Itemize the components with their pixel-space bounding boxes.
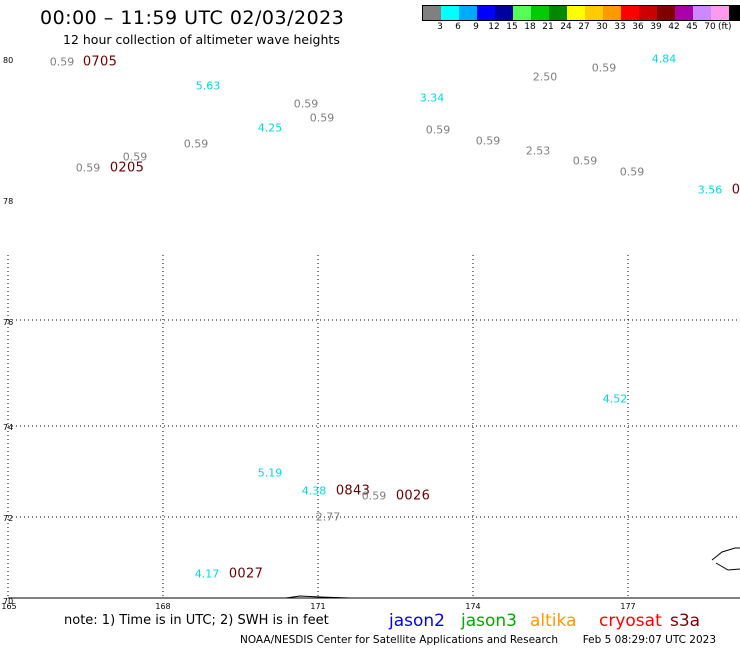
legend-swatch xyxy=(729,6,740,20)
legend-swatch xyxy=(423,6,441,20)
legend-swatch xyxy=(531,6,549,20)
wave-height-label: 4.84 xyxy=(651,52,677,66)
coastline-east xyxy=(711,547,740,561)
wave-height-label: 2.50 xyxy=(532,70,558,84)
latitude-label: 76 xyxy=(3,318,14,327)
satellite-label-s3a: s3a xyxy=(670,611,701,631)
pass-time-label: 0843 xyxy=(335,483,371,499)
wave-height-label: 4.52 xyxy=(602,392,628,406)
pass-time-label: 0705 xyxy=(82,54,118,70)
legend-tick-label: 39 xyxy=(650,22,662,32)
legend-swatch xyxy=(621,6,639,20)
longitude-label: 171 xyxy=(310,602,326,611)
legend-tick-label: 12 xyxy=(488,22,500,32)
wave-height-label: 2.53 xyxy=(525,144,551,158)
wave-height-label: 3.56 xyxy=(697,183,723,197)
legend-swatch xyxy=(477,6,495,20)
latitude-label: 70 xyxy=(3,597,14,606)
wave-height-label: 0.59 xyxy=(293,97,319,111)
coastline xyxy=(285,547,740,599)
legend-tick-label: 9 xyxy=(473,22,479,32)
satellite-label-jason2: jason2 xyxy=(389,611,445,631)
legend-swatch xyxy=(513,6,531,20)
wave-height-label: 4.25 xyxy=(257,121,283,135)
legend-tick-label: 33 xyxy=(614,22,626,32)
footer-note: note: 1) Time is in UTC; 2) SWH is in fe… xyxy=(64,613,329,628)
latitude-label: 78 xyxy=(3,197,14,206)
page-title: 00:00 – 11:59 UTC 02/03/2023 xyxy=(40,7,345,29)
pass-time-label: 0027 xyxy=(228,566,264,582)
wave-height-label: 0.59 xyxy=(619,165,645,179)
wave-height-label: 0.59 xyxy=(183,137,209,151)
legend-swatch xyxy=(711,6,729,20)
wave-height-label: 0.59 xyxy=(591,61,617,75)
longitude-label: 165 xyxy=(1,602,17,611)
legend-tick-label: 6 xyxy=(455,22,461,32)
wave-height-label: 0.59 xyxy=(49,55,75,69)
legend-swatch xyxy=(585,6,603,20)
footer-credit: NOAA/NESDIS Center for Satellite Applica… xyxy=(240,635,716,646)
legend-unit: (ft) xyxy=(718,22,732,32)
legend-tick-label: 15 xyxy=(506,22,518,32)
wave-height-label: 3.34 xyxy=(419,91,445,105)
satellite-label-cryosat: cryosat xyxy=(599,611,662,631)
legend-tick-label: 18 xyxy=(524,22,536,32)
legend-swatch xyxy=(603,6,621,20)
longitude-label: 168 xyxy=(155,602,171,611)
legend-swatch xyxy=(549,6,567,20)
satellite-label-jason3: jason3 xyxy=(461,611,517,631)
legend-swatch xyxy=(639,6,657,20)
legend-tick-label: 70 xyxy=(704,22,716,32)
wave-height-label: 0.59 xyxy=(122,150,148,164)
wave-height-label: 0.59 xyxy=(425,123,451,137)
page-subtitle: 12 hour collection of altimeter wave hei… xyxy=(63,32,340,47)
wave-height-label: 0.59 xyxy=(309,111,335,125)
legend-swatch xyxy=(675,6,693,20)
longitude-label: 177 xyxy=(620,602,636,611)
longitude-label: 174 xyxy=(465,602,481,611)
satellite-label-altika: altika xyxy=(530,611,577,631)
wave-height-label: 4.38 xyxy=(301,484,327,498)
legend-tick-label: 27 xyxy=(578,22,590,32)
wave-height-label: 5.19 xyxy=(257,466,283,480)
legend-tick-label: 30 xyxy=(596,22,608,32)
coastline-east-lower xyxy=(715,562,740,571)
credit-text: NOAA/NESDIS Center for Satellite Applica… xyxy=(240,634,558,646)
legend-swatch xyxy=(657,6,675,20)
legend-tick-label: 45 xyxy=(686,22,698,32)
legend-swatch xyxy=(495,6,513,20)
legend-swatch xyxy=(459,6,477,20)
legend-tick-label: 24 xyxy=(560,22,572,32)
coastline-south xyxy=(285,595,351,599)
pass-time-label: 0 xyxy=(731,182,740,198)
color-legend-bar xyxy=(422,5,740,21)
wave-height-label: 4.17 xyxy=(194,567,220,581)
credit-timestamp: Feb 5 08:29:07 UTC 2023 xyxy=(582,634,717,646)
legend-tick-label: 36 xyxy=(632,22,644,32)
legend-tick-label: 42 xyxy=(668,22,680,32)
legend-swatch xyxy=(693,6,711,20)
wave-height-label: 2.77 xyxy=(315,510,341,524)
legend-tick-label: 21 xyxy=(542,22,554,32)
graticule xyxy=(7,255,740,598)
pass-time-label: 0205 xyxy=(109,160,145,176)
legend-swatch xyxy=(567,6,585,20)
wave-height-label: 5.63 xyxy=(195,79,221,93)
latitude-label: 72 xyxy=(3,514,14,523)
latitude-label: 74 xyxy=(3,423,14,432)
wave-height-label: 0.59 xyxy=(361,489,387,503)
wave-height-label: 0.59 xyxy=(572,154,598,168)
wave-height-label: 0.59 xyxy=(75,161,101,175)
legend-swatch xyxy=(441,6,459,20)
latitude-label: 80 xyxy=(3,56,14,65)
wave-height-label: 0.59 xyxy=(475,134,501,148)
pass-time-label: 0026 xyxy=(395,488,431,504)
legend-tick-label: 3 xyxy=(437,22,443,32)
